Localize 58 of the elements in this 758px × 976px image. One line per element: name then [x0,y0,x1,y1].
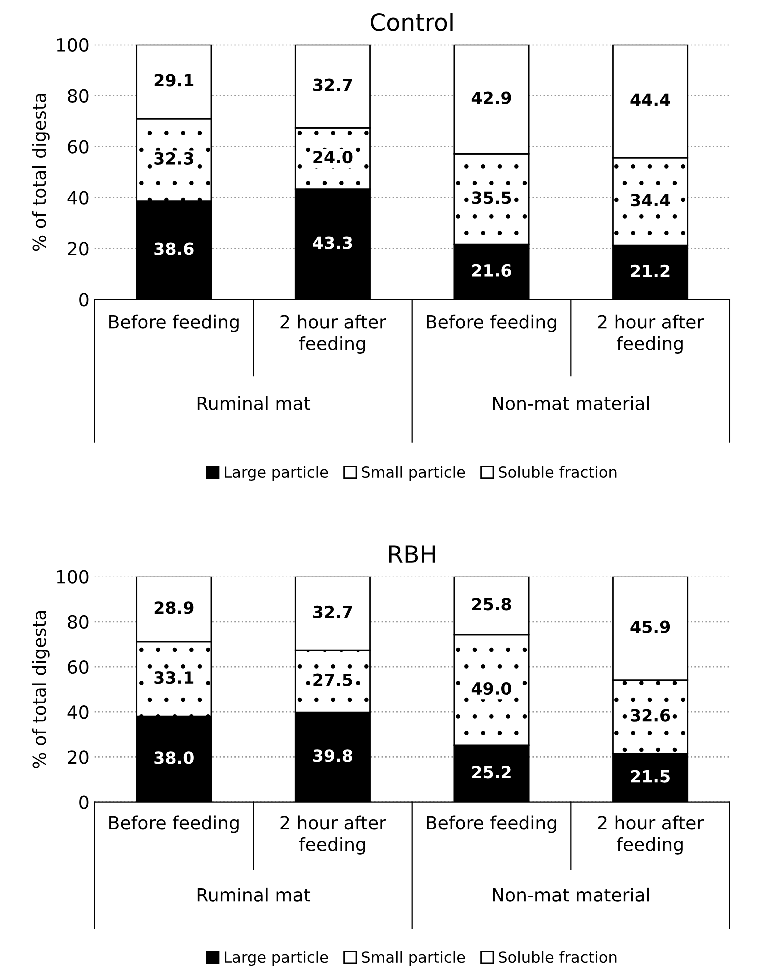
x-tick-label: Before feeding [110,816,239,834]
data-label: 25.2 [472,766,511,779]
y-tick-label: 0 [80,796,89,810]
x-tick-label: Before feeding [110,314,239,332]
data-label: 45.9 [630,620,670,634]
data-label: 32.6 [631,709,670,722]
data-label: 35.5 [472,192,512,204]
data-label: 49.0 [472,682,512,696]
data-label: 39.8 [314,750,352,762]
legend-label: Large particle [225,951,328,966]
legend-label: Small particle [362,466,466,482]
x-tick-label: 2 hour after feeding [280,816,386,855]
text: Ruminal mat [198,396,311,410]
text: Non-mat material [493,888,650,902]
data-label: 29.1 [154,74,194,87]
y-axis-title: % of total digesta [32,94,50,252]
y-tick-label: 40 [68,191,89,205]
y-tick-label: 100 [57,570,89,584]
y-tick-label: 60 [68,140,89,154]
data-label: 38.6 [154,242,194,256]
x-tick-label: 2 hour after feeding [598,314,704,354]
x-tick-label: 2 hour after feeding [598,816,704,855]
y-tick-label: 100 [57,38,89,52]
data-label: 43.3 [313,236,352,250]
data-label: 28.9 [154,602,194,614]
data-label: 33.1 [154,672,194,684]
y-tick-label: 80 [68,89,89,103]
y-tick-label: 0 [80,293,89,307]
data-label: 32.7 [314,606,352,619]
chart-title: Control [371,13,453,32]
text: Ruminal mat [198,888,311,902]
text: Non-mat material [493,396,650,410]
data-label: 34.4 [631,194,670,207]
y-tick-label: 80 [68,615,89,630]
y-tick-label: 40 [68,706,89,720]
data-label: 38.0 [154,752,194,764]
legend-label: Small particle [362,951,466,966]
x-tick-label: 2 hour after feeding [280,314,386,354]
y-tick-label: 60 [68,660,89,674]
data-label: 32.3 [154,152,194,165]
data-label: 21.6 [472,264,512,277]
x-tick-label: Before feeding [427,816,556,834]
legend-label: Soluble fraction [499,466,617,478]
data-label: 32.7 [314,78,352,92]
data-label: 25.8 [472,598,512,611]
data-label: 21.2 [631,264,670,278]
y-tick-label: 20 [68,750,89,764]
legend-label: Soluble fraction [499,951,617,964]
data-label: 42.9 [472,92,512,104]
data-label: 44.4 [630,94,670,106]
legend-label: Large particle [225,466,328,482]
chart-title: RBH [389,546,436,563]
x-tick-label: Before feeding [427,314,556,332]
y-axis-title: % of total digesta [32,611,50,768]
y-tick-label: 20 [68,242,89,256]
data-label: 21.5 [631,770,670,783]
data-label: 27.5 [314,674,352,686]
data-label: 24.0 [314,150,353,164]
